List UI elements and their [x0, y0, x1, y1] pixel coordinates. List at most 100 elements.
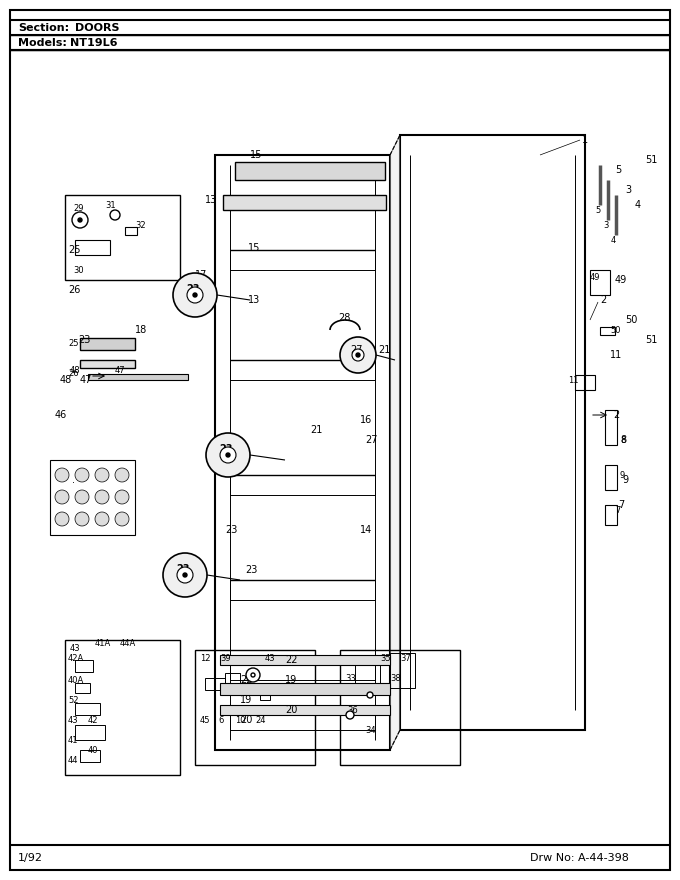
- Text: 23: 23: [225, 525, 237, 535]
- Text: 23: 23: [219, 444, 233, 454]
- Text: 20: 20: [240, 715, 252, 725]
- Bar: [605, 505, 617, 525]
- Text: 19: 19: [285, 675, 297, 685]
- Circle shape: [78, 218, 82, 222]
- Bar: [355, 665, 380, 695]
- Bar: [225, 673, 240, 688]
- Bar: [75, 660, 93, 672]
- Text: 22: 22: [240, 675, 252, 685]
- Circle shape: [226, 453, 230, 457]
- Text: 25: 25: [68, 245, 80, 255]
- Text: 47: 47: [115, 365, 126, 375]
- Circle shape: [115, 468, 129, 482]
- Text: 39: 39: [220, 654, 231, 663]
- Bar: [195, 650, 315, 765]
- Text: 35: 35: [380, 654, 390, 663]
- Text: Section:: Section:: [18, 23, 69, 33]
- Text: 21: 21: [310, 425, 322, 435]
- Text: 3: 3: [603, 221, 609, 230]
- Bar: [575, 375, 595, 390]
- Text: 43: 43: [68, 715, 79, 724]
- Circle shape: [163, 553, 207, 597]
- Text: 27: 27: [350, 345, 362, 355]
- Text: 9: 9: [622, 475, 628, 485]
- Circle shape: [72, 212, 88, 228]
- Circle shape: [187, 287, 203, 303]
- Circle shape: [246, 668, 260, 682]
- Text: 44: 44: [68, 756, 78, 765]
- Text: 8: 8: [620, 436, 626, 444]
- Text: 21: 21: [378, 345, 390, 355]
- Circle shape: [206, 433, 250, 477]
- Circle shape: [95, 468, 109, 482]
- Text: 29: 29: [73, 203, 84, 212]
- Text: 11: 11: [610, 350, 622, 360]
- Text: 42A: 42A: [68, 654, 84, 663]
- Text: 17: 17: [195, 270, 207, 280]
- Text: NT19L6: NT19L6: [70, 38, 118, 48]
- Bar: [605, 410, 617, 445]
- Text: 50: 50: [610, 326, 620, 334]
- Text: 34: 34: [365, 725, 375, 735]
- Bar: [205, 678, 225, 690]
- Text: 42: 42: [88, 715, 99, 724]
- Text: 46: 46: [55, 410, 67, 420]
- Text: .: .: [72, 475, 75, 485]
- Bar: [340, 650, 460, 765]
- Circle shape: [75, 512, 89, 526]
- Circle shape: [115, 512, 129, 526]
- Text: 30: 30: [73, 266, 84, 275]
- Text: 43: 43: [265, 654, 275, 663]
- Circle shape: [220, 447, 236, 463]
- Text: 16: 16: [360, 415, 372, 425]
- Text: 5: 5: [595, 206, 600, 215]
- Text: 18: 18: [135, 325, 148, 335]
- Bar: [125, 227, 137, 235]
- Bar: [235, 162, 385, 180]
- Text: 6: 6: [218, 715, 223, 724]
- Bar: [600, 327, 615, 335]
- Bar: [65, 195, 180, 280]
- Text: 38: 38: [390, 673, 401, 683]
- Text: 43: 43: [70, 643, 81, 652]
- Circle shape: [356, 353, 360, 357]
- Text: 49: 49: [590, 273, 600, 282]
- Circle shape: [55, 468, 69, 482]
- Text: 31: 31: [105, 201, 116, 209]
- Text: 4: 4: [611, 236, 616, 245]
- Text: 23: 23: [186, 284, 199, 294]
- Text: 41A: 41A: [95, 639, 112, 648]
- Text: Models:: Models:: [18, 38, 67, 48]
- Circle shape: [173, 273, 217, 317]
- Bar: [50, 460, 135, 535]
- Text: 20: 20: [285, 705, 297, 715]
- Bar: [80, 360, 135, 368]
- Bar: [88, 374, 188, 380]
- Text: 51: 51: [645, 335, 658, 345]
- Text: 44A: 44A: [120, 639, 136, 648]
- Circle shape: [55, 512, 69, 526]
- Circle shape: [193, 293, 197, 297]
- Bar: [220, 705, 390, 715]
- Text: 3: 3: [625, 185, 631, 195]
- Text: 7: 7: [615, 505, 620, 515]
- Text: 40: 40: [88, 745, 99, 754]
- Text: 48: 48: [60, 375, 72, 385]
- Circle shape: [95, 512, 109, 526]
- Polygon shape: [390, 135, 400, 750]
- Bar: [605, 465, 617, 490]
- Circle shape: [75, 468, 89, 482]
- Text: 23: 23: [78, 335, 90, 345]
- Text: 22: 22: [285, 655, 297, 665]
- Circle shape: [183, 573, 187, 577]
- Text: 26: 26: [68, 285, 80, 295]
- Text: 50: 50: [625, 315, 637, 325]
- Text: 45: 45: [200, 715, 211, 724]
- Text: 15: 15: [248, 243, 260, 253]
- Bar: [75, 703, 100, 715]
- Text: 36: 36: [347, 706, 358, 715]
- Circle shape: [110, 210, 120, 220]
- Text: 1: 1: [582, 135, 588, 145]
- Bar: [75, 683, 90, 693]
- Text: 13: 13: [248, 295, 260, 305]
